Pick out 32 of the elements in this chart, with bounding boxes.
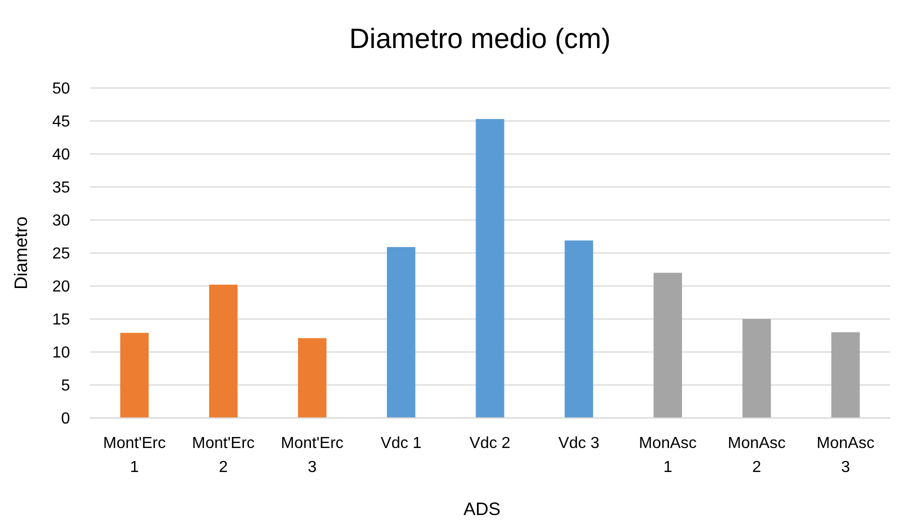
- x-tick-label: Vdc 1: [380, 435, 422, 452]
- y-tick-label: 20: [52, 278, 70, 296]
- x-tick-label: Vdc 2: [470, 435, 511, 452]
- x-tick-label: Vdc 3: [558, 435, 600, 452]
- bar: [386, 247, 416, 418]
- bar: [564, 240, 594, 418]
- y-tick-label: 15: [52, 312, 70, 329]
- y-axis-title: Diametro: [11, 216, 31, 290]
- bar: [654, 272, 682, 418]
- x-tick-label: MonAsc 2: [728, 435, 786, 476]
- bar: [298, 338, 326, 418]
- y-tick-label: 35: [52, 180, 70, 197]
- bar: [742, 319, 771, 418]
- y-tick-label: 50: [52, 80, 70, 98]
- chart-title: Diametro medio (cm): [349, 23, 611, 54]
- y-tick-label: 30: [52, 212, 70, 230]
- bar: [209, 284, 238, 418]
- y-tick-label: 0: [61, 410, 70, 428]
- bar: [831, 332, 860, 418]
- x-axis-title: ADS: [463, 499, 501, 519]
- y-tick-label: 45: [52, 114, 70, 131]
- x-tick-label: MonAsc 1: [638, 435, 697, 476]
- y-tick-label: 5: [61, 378, 70, 395]
- x-tick-label: Mont'Erc 2: [192, 435, 255, 476]
- y-tick-label: 10: [52, 344, 70, 362]
- y-tick-label: 25: [52, 246, 70, 263]
- x-tick-label: MonAsc 3: [816, 435, 874, 476]
- x-tick-label: Mont'Erc 3: [280, 435, 344, 476]
- bar: [120, 332, 149, 418]
- x-tick-label: Mont'Erc 1: [103, 435, 166, 476]
- y-tick-label: 40: [52, 146, 70, 164]
- bar: [476, 119, 504, 418]
